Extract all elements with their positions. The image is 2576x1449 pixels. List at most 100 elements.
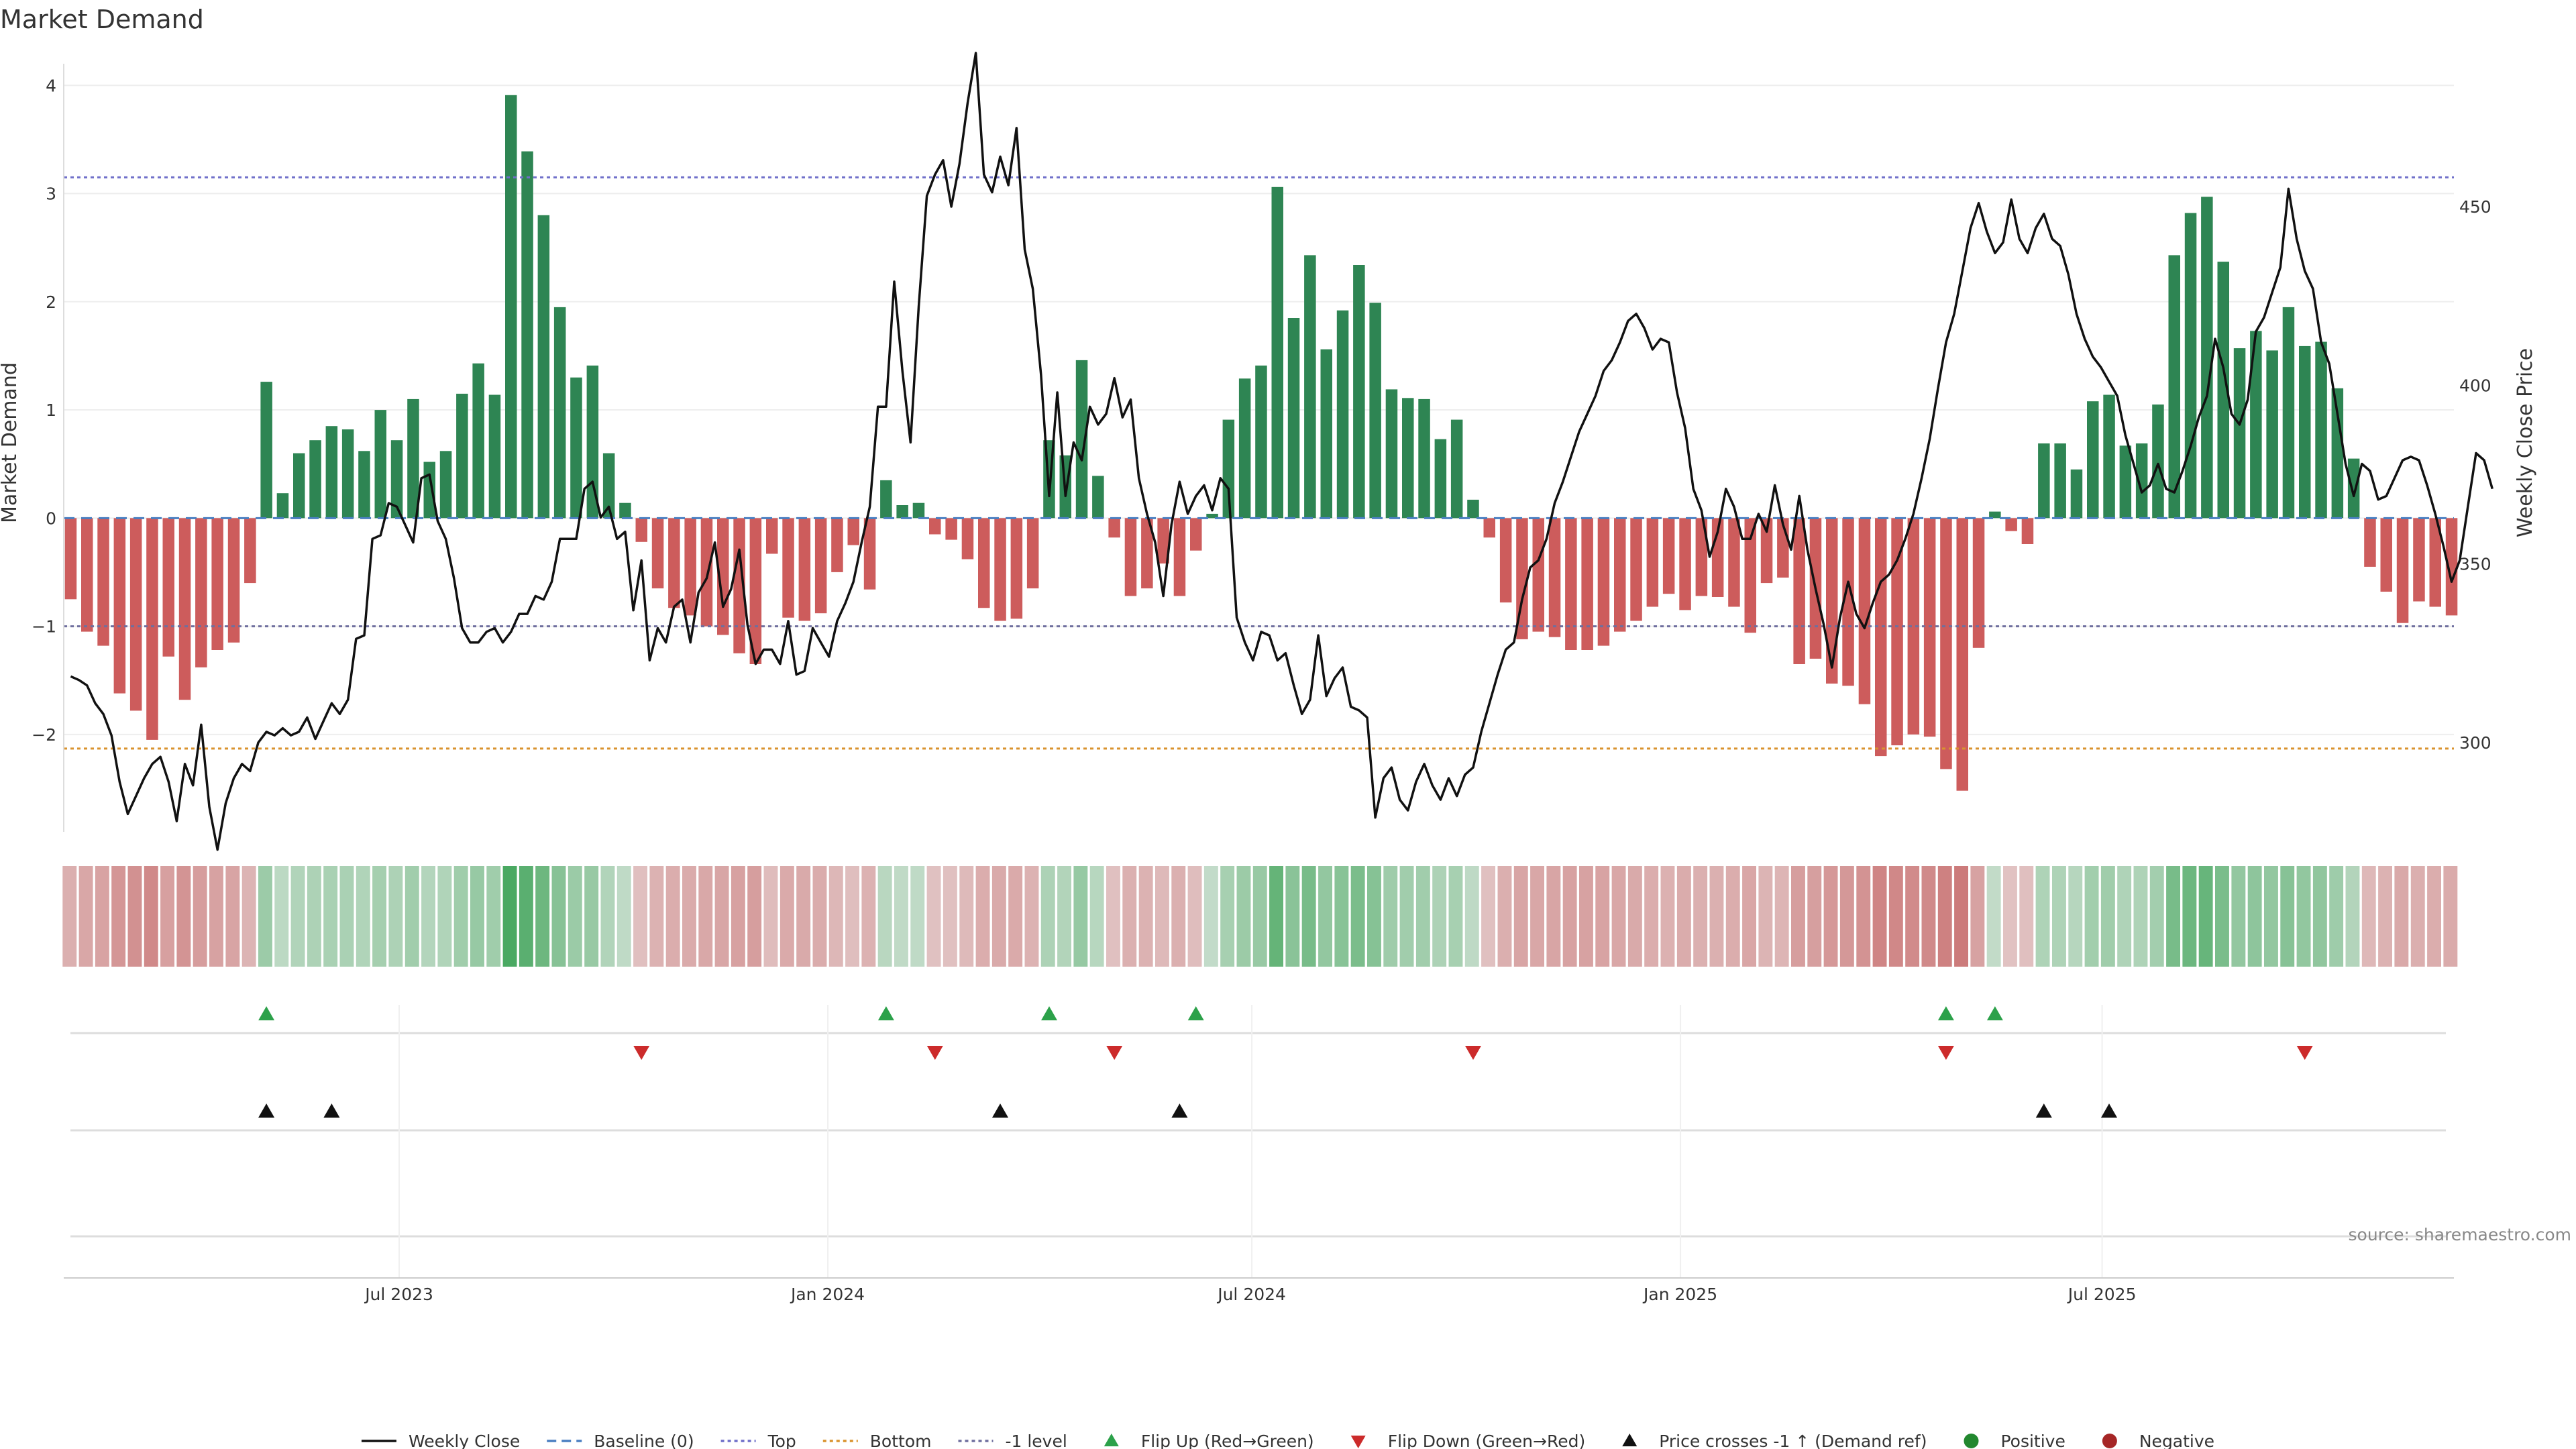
demand-bar: [1320, 349, 1332, 519]
demand-strip-cell: [747, 866, 762, 967]
demand-bar: [961, 518, 974, 559]
demand-bar: [2315, 341, 2327, 519]
demand-strip-cell: [568, 866, 582, 967]
demand-strip-cell: [665, 866, 680, 967]
demand-bar: [553, 307, 566, 519]
y2-tick-label: 350: [2459, 555, 2491, 574]
demand-strip-cell: [2149, 866, 2164, 967]
demand-strip-cell: [845, 866, 859, 967]
demand-bar: [2347, 458, 2360, 519]
demand-strip-cell: [1171, 866, 1186, 967]
demand-strip-cell: [1040, 866, 1055, 967]
demand-bar: [945, 518, 957, 540]
demand-bar: [1581, 518, 1593, 650]
demand-bar: [912, 502, 925, 519]
demand-bar: [97, 518, 109, 646]
demand-bar: [635, 518, 647, 542]
demand-bar: [668, 518, 680, 608]
demand-bar: [1206, 513, 1218, 519]
price-cross-marker: [323, 1104, 340, 1118]
signal-panels: [64, 1005, 2454, 1279]
demand-strip-cell: [2280, 866, 2295, 967]
demand-bar: [1108, 518, 1120, 538]
demand-bar: [2005, 518, 2017, 531]
flip-down-marker: [1106, 1046, 1123, 1060]
demand-bar: [407, 398, 419, 519]
demand-bar: [1353, 265, 1365, 519]
demand-bar: [1483, 518, 1495, 538]
demand-strip-cell: [1464, 866, 1479, 967]
demand-bar: [1369, 303, 1381, 519]
demand-bar: [293, 453, 305, 519]
demand-strip-cell: [1921, 866, 1936, 967]
demand-strip-cell: [437, 866, 452, 967]
x-axis: Jul 2023 Jan 2024 Jul 2024 Jan 2025 Jul 2025: [364, 1285, 2136, 1304]
demand-bar: [2250, 331, 2262, 519]
demand-bar: [896, 505, 908, 519]
demand-strip-cell: [633, 866, 647, 967]
y2-axis-label: Weekly Close Price: [2514, 348, 2537, 537]
demand-bar: [1026, 518, 1039, 589]
demand-bar: [1940, 518, 1952, 769]
demand-strip-cell: [2312, 866, 2327, 967]
demand-strip-cell: [2231, 866, 2246, 967]
demand-strip-cell: [959, 866, 974, 967]
y2-tick-label: 450: [2459, 197, 2491, 217]
demand-strip-cell: [828, 866, 843, 967]
demand-strip-cell: [1269, 866, 1283, 967]
demand-strip-cell: [356, 866, 370, 967]
demand-strip-cell: [1432, 866, 1447, 967]
demand-bar: [1679, 518, 1691, 610]
demand-strip-cell: [1644, 866, 1659, 967]
demand-strip-cell: [780, 866, 794, 967]
demand-bar: [1418, 398, 1430, 519]
demand-strip-cell: [796, 866, 811, 967]
y-tick-label: 1: [46, 400, 56, 420]
demand-strip-cell: [1106, 866, 1120, 967]
demand-strip-cell: [339, 866, 354, 967]
demand-bar: [211, 518, 223, 650]
demand-bar: [1157, 518, 1169, 564]
x-tick-label: Jul 2024: [1216, 1285, 1286, 1304]
demand-strip-cell: [1448, 866, 1463, 967]
demand-bar: [1499, 518, 1512, 603]
demand-bar: [81, 518, 93, 632]
demand-bar: [1075, 360, 1088, 519]
demand-bar: [700, 518, 713, 627]
demand-bar: [1662, 518, 1675, 594]
demand-strip-cell: [1595, 866, 1610, 967]
demand-bar: [1565, 518, 1577, 650]
demand-strip-cell: [1970, 866, 1985, 967]
demand-strip-cell: [943, 866, 957, 967]
demand-strip-cell: [2100, 866, 2115, 967]
demand-strip-cell: [877, 866, 892, 967]
demand-strip-cell: [1823, 866, 1838, 967]
demand-strip-cell: [1252, 866, 1267, 967]
demand-strip-cell: [2215, 866, 2229, 967]
flip-up-marker: [1937, 1006, 1954, 1020]
demand-bar: [2217, 262, 2229, 519]
chart-title: Market Demand: [0, 5, 204, 34]
demand-strip-cell: [1481, 866, 1495, 967]
demand-bar: [1548, 518, 1561, 637]
demand-bar: [488, 394, 501, 519]
demand-strip-cell: [2052, 866, 2066, 967]
demand-bar: [2413, 518, 2425, 602]
demand-strip-cell: [2345, 866, 2360, 967]
demand-strip-cell: [2296, 866, 2311, 967]
x-tick-label: Jan 2025: [1642, 1285, 1717, 1304]
demand-bar: [244, 518, 256, 584]
demand-bar: [2233, 348, 2246, 519]
weekly-close-polyline: [70, 52, 2493, 851]
demand-strip-cell: [991, 866, 1006, 967]
demand-bar: [2135, 443, 2148, 519]
legend-label: Flip Up (Red→Green): [1141, 1432, 1314, 1449]
demand-strip-cell: [290, 866, 305, 967]
demand-strip-cell: [2198, 866, 2213, 967]
flip-up-marker: [258, 1006, 275, 1020]
demand-strip-cell: [2394, 866, 2409, 967]
demand-bar: [521, 151, 533, 519]
x-tick-label: Jul 2023: [364, 1285, 433, 1304]
demand-bar: [2266, 350, 2278, 519]
demand-bar: [64, 518, 77, 600]
